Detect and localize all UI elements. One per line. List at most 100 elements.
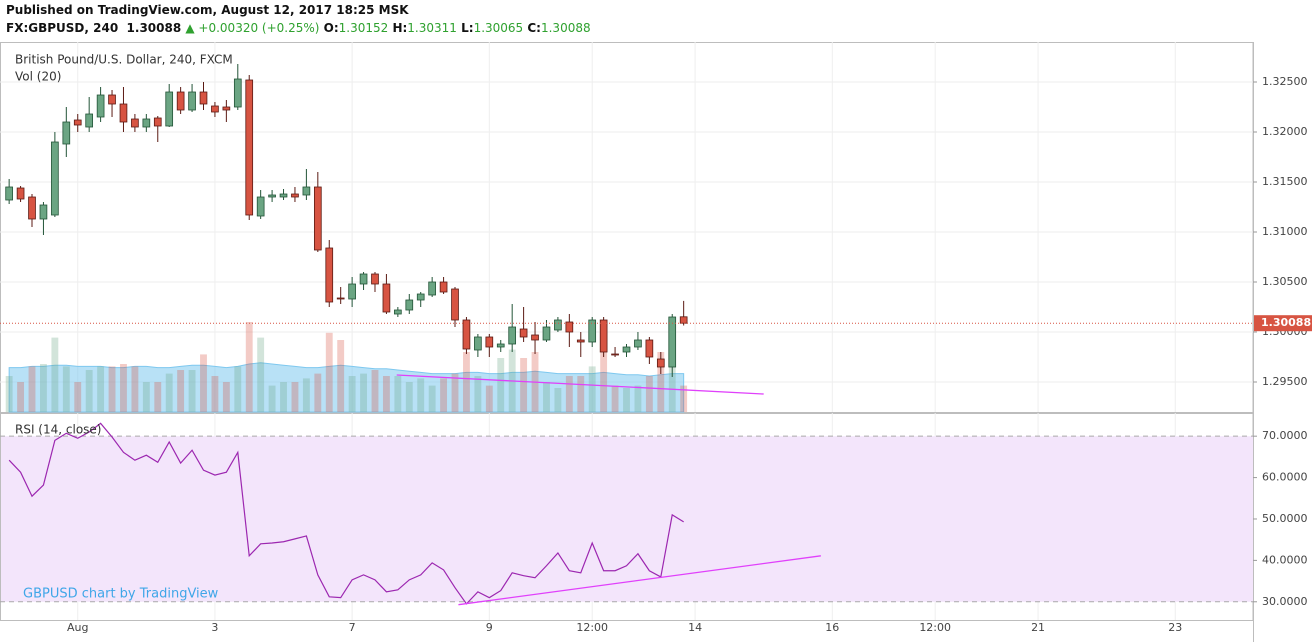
volume-bar bbox=[623, 388, 630, 412]
last-price: 1.30088 bbox=[126, 21, 182, 35]
candle-body bbox=[359, 273, 368, 285]
volume-bar bbox=[680, 385, 688, 412]
volume-bar bbox=[74, 382, 82, 412]
x-tick-label: 9 bbox=[486, 621, 493, 634]
y-tick-label: 60.0000 bbox=[1262, 471, 1308, 484]
volume-bar bbox=[131, 366, 139, 412]
volume-bar bbox=[634, 385, 642, 412]
volume-bar bbox=[200, 354, 207, 412]
x-tick-label: 12:00 bbox=[919, 621, 951, 634]
x-tick-label: 7 bbox=[349, 621, 356, 634]
y-tick-label: 1.31500 bbox=[1262, 175, 1308, 188]
volume-bar bbox=[291, 382, 299, 412]
candle-body bbox=[451, 288, 459, 321]
candle-body bbox=[211, 105, 219, 113]
volume-bar bbox=[5, 376, 13, 412]
candle-body bbox=[233, 78, 242, 108]
candle-body bbox=[394, 309, 402, 315]
watermark: GBPUSD chart by TradingView bbox=[23, 587, 219, 602]
rsi-line bbox=[8, 422, 684, 605]
ohlc-value: 1.30088 bbox=[540, 21, 591, 35]
volume-bar bbox=[142, 382, 150, 412]
candle-body bbox=[611, 353, 619, 356]
candle-body bbox=[474, 336, 482, 351]
candle-body bbox=[576, 339, 585, 343]
y-tick-label: 1.32000 bbox=[1262, 125, 1308, 138]
volume-bar bbox=[245, 322, 253, 412]
trendline bbox=[396, 374, 764, 395]
y-tick-label: 40.0000 bbox=[1262, 553, 1308, 566]
candle-body bbox=[416, 293, 425, 301]
candle-body bbox=[119, 103, 128, 123]
volume-bar bbox=[325, 332, 333, 412]
volume-bar bbox=[222, 382, 230, 412]
candle-body bbox=[325, 247, 334, 303]
volume-bar bbox=[360, 373, 367, 412]
volume-title: Vol (20) bbox=[15, 70, 61, 84]
volume-bar bbox=[440, 378, 448, 412]
candle-body bbox=[599, 319, 608, 353]
candle-body bbox=[313, 186, 322, 251]
candle-body bbox=[39, 204, 48, 220]
x-tick-label: 21 bbox=[1031, 621, 1045, 634]
candle-body bbox=[588, 319, 597, 343]
candle-body bbox=[428, 281, 436, 296]
candle-body bbox=[5, 186, 13, 201]
candle-body bbox=[656, 358, 665, 368]
trendline bbox=[458, 555, 821, 606]
candle-body bbox=[519, 328, 528, 338]
candle-body bbox=[679, 316, 688, 324]
volume-bar bbox=[668, 346, 676, 412]
volume-bar bbox=[280, 382, 287, 412]
volume-ma-area bbox=[8, 362, 685, 413]
ohlc-value: 1.30065 bbox=[473, 21, 524, 35]
volume-bar bbox=[314, 373, 322, 412]
volume-bar bbox=[554, 388, 562, 412]
x-tick-label: 23 bbox=[1168, 621, 1182, 634]
volume-bar bbox=[268, 385, 276, 412]
volume-bar bbox=[348, 376, 356, 412]
volume-bar bbox=[485, 385, 493, 412]
y-tick-label: 30.0000 bbox=[1262, 595, 1308, 608]
ohlc-label: L: bbox=[461, 21, 474, 35]
candle-body bbox=[462, 319, 471, 350]
candle-body bbox=[176, 91, 185, 111]
candle-body bbox=[496, 343, 505, 348]
volume-bar bbox=[497, 358, 505, 412]
candle-body bbox=[62, 121, 71, 145]
last-price-label: 1.30088 bbox=[1261, 316, 1311, 329]
candle-body bbox=[245, 79, 254, 216]
candle-body bbox=[382, 283, 391, 313]
candle-body bbox=[51, 141, 59, 216]
volume-bar bbox=[62, 366, 70, 412]
y-tick-label: 1.32500 bbox=[1262, 75, 1308, 88]
candle-body bbox=[131, 118, 139, 128]
candle-body bbox=[542, 326, 551, 341]
candle-body bbox=[153, 117, 162, 127]
volume-bar bbox=[543, 382, 550, 412]
candle-body bbox=[165, 91, 174, 127]
volume-bar bbox=[520, 358, 528, 412]
x-tick-label: 12:00 bbox=[576, 621, 608, 634]
volume-bar bbox=[165, 373, 173, 412]
candle-body bbox=[199, 91, 208, 105]
x-tick-label: 16 bbox=[825, 621, 839, 634]
candle-body bbox=[291, 193, 299, 198]
candle-body bbox=[485, 336, 494, 348]
volume-bar bbox=[120, 364, 127, 412]
published-line: Published on TradingView.com, August 12,… bbox=[6, 3, 409, 17]
y-tick-label: 70.0000 bbox=[1262, 429, 1308, 442]
symbol: FX:GBPUSD, 240 bbox=[6, 21, 119, 35]
volume-bar bbox=[97, 366, 105, 412]
volume-bar bbox=[85, 370, 93, 412]
candle-body bbox=[16, 187, 25, 200]
candle-body bbox=[531, 334, 539, 341]
panel-title: RSI (14, close) bbox=[15, 423, 101, 437]
rsi-band bbox=[1, 436, 1253, 602]
volume-bar bbox=[417, 378, 425, 412]
volume-bar bbox=[451, 373, 459, 412]
candle-body bbox=[634, 339, 642, 348]
candle-body bbox=[622, 346, 631, 353]
